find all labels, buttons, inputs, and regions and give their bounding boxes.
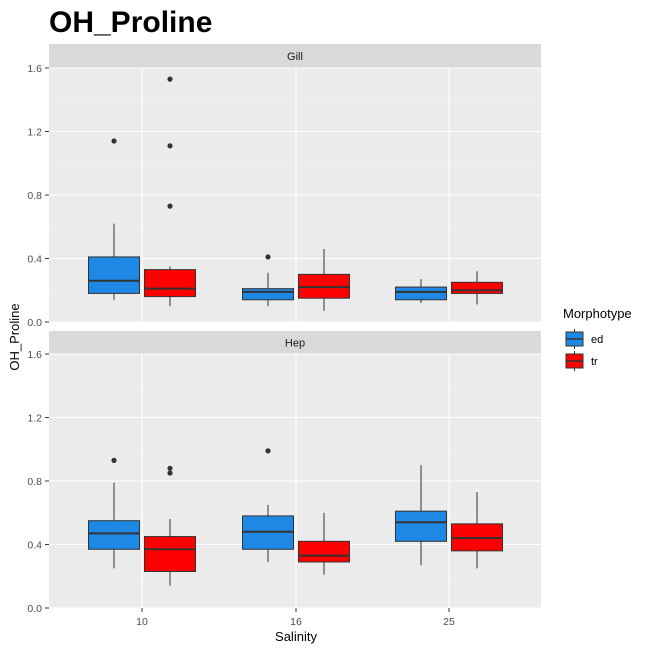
box-body xyxy=(395,510,447,542)
facet-panels: Gill 0.0 0.4 0.8 1.2 1.6 Hep 0.0 0.4 0.8 1.2 1.6 10 1… xyxy=(27,44,541,628)
y-tick-label: 1.2 xyxy=(27,127,42,139)
box-hep-16-ed xyxy=(242,448,294,562)
box-body xyxy=(298,540,350,563)
box-body xyxy=(88,256,140,294)
legend-label-tr: tr xyxy=(591,356,598,368)
box-gill-25-tr xyxy=(451,271,503,305)
legend: Morphotype ed tr xyxy=(563,306,632,371)
box-gill-25-ed xyxy=(395,279,447,303)
y-tick-label: 0.4 xyxy=(27,540,42,552)
y-tick-label: 1.2 xyxy=(27,413,42,425)
outlier-point xyxy=(167,76,173,82)
facet-strip-gill xyxy=(49,44,541,68)
outlier-point xyxy=(167,465,173,471)
legend-label-ed: ed xyxy=(591,334,603,346)
box-gill-16-tr xyxy=(298,248,350,311)
box-body xyxy=(395,286,447,301)
y-tick-label: 1.6 xyxy=(27,63,42,75)
box-body xyxy=(144,269,196,298)
y-tick-label: 0.4 xyxy=(27,254,42,266)
outlier-point xyxy=(167,203,173,209)
outlier-point xyxy=(111,138,117,144)
box-body xyxy=(144,536,196,572)
facet-strip-label-hep: Hep xyxy=(285,338,305,350)
x-tick-label: 10 xyxy=(136,616,148,628)
facet-strip-hep xyxy=(49,331,541,354)
y-tick-label: 0.0 xyxy=(27,317,42,329)
box-body xyxy=(242,288,294,301)
y-tick-label: 1.6 xyxy=(27,349,42,361)
x-axis-title: Salinity xyxy=(275,629,317,644)
outlier-point xyxy=(265,254,271,260)
y-tick-label: 0.0 xyxy=(27,603,42,615)
outlier-point xyxy=(265,448,271,454)
box-gill-16-ed xyxy=(242,254,294,307)
y-axis-title: OH_Proline xyxy=(7,303,22,370)
box-body xyxy=(451,281,503,294)
box-gill-10-ed xyxy=(88,138,140,300)
y-tick-label: 0.8 xyxy=(27,476,42,488)
outlier-point xyxy=(167,143,173,149)
x-tick-label: 16 xyxy=(290,616,302,628)
box-gill-10-tr xyxy=(144,76,196,307)
box-hep-10-ed xyxy=(88,457,140,569)
outlier-point xyxy=(167,470,173,476)
chart-title: OH_Proline xyxy=(49,6,212,39)
facet-strip-label-gill: Gill xyxy=(287,51,303,63)
box-hep-25-tr xyxy=(451,492,503,569)
x-tick-label: 25 xyxy=(443,616,455,628)
box-hep-10-tr xyxy=(144,465,196,586)
legend-title: Morphotype xyxy=(563,306,632,321)
box-hep-25-ed xyxy=(395,465,447,566)
outlier-point xyxy=(111,457,117,463)
box-body xyxy=(88,520,140,550)
y-tick-label: 0.8 xyxy=(27,190,42,202)
box-hep-16-tr xyxy=(298,512,350,575)
